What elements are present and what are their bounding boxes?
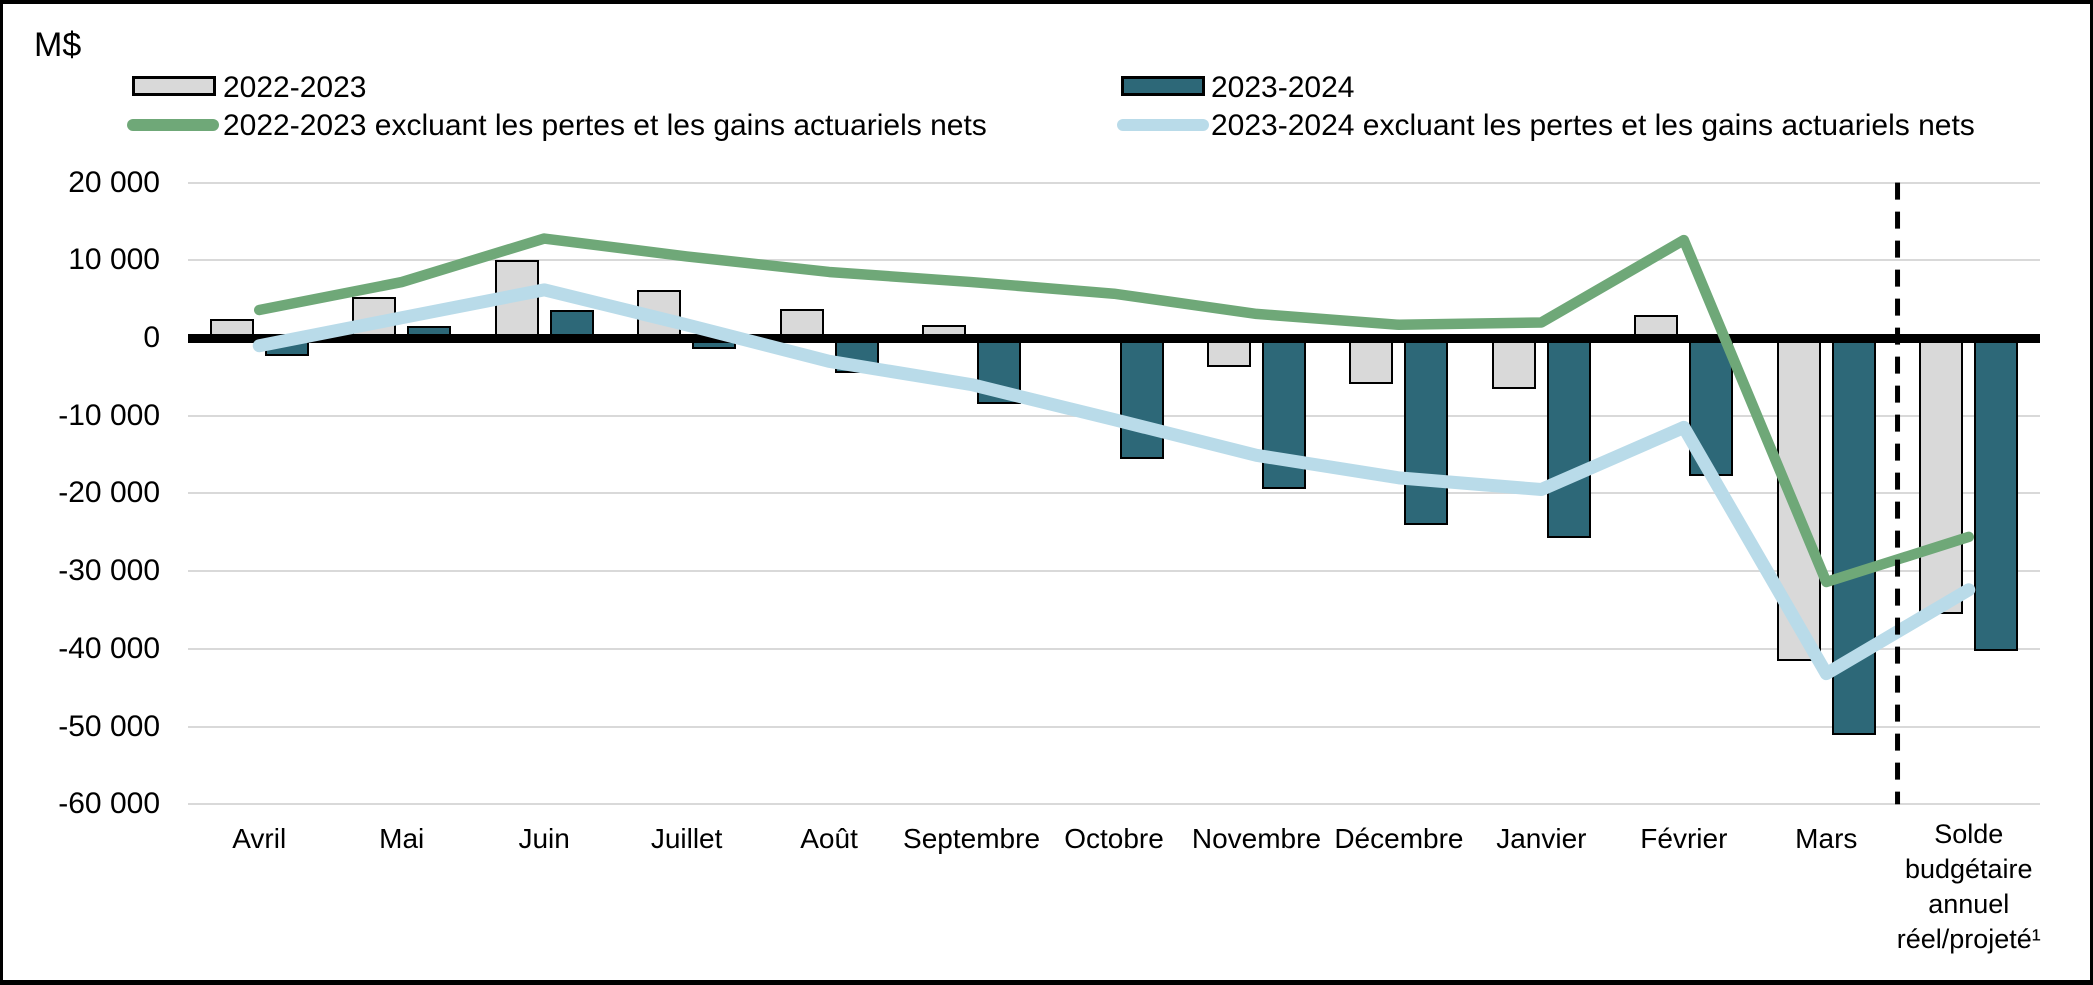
bar-2023-2024-Décembre [1404, 338, 1449, 525]
legend-label-2023-2024-bar: 2023-2024 [1211, 71, 1355, 104]
x-axis-label-line: annuel [1928, 889, 2010, 919]
x-axis-label-Mars: Mars [1795, 823, 1858, 854]
bar-2022-2023-Solde budgétaire annuel réel/projeté¹ [1919, 338, 1964, 615]
x-axis-label-Avril: Avril [232, 823, 287, 854]
x-axis-label-Octobre: Octobre [1064, 823, 1164, 854]
y-axis-tick-label: -30 000 [58, 554, 160, 588]
gridline--50000 [188, 725, 2040, 728]
y-axis-tick-label: -50 000 [58, 709, 160, 743]
legend-swatch-2022-2023-bar [132, 76, 216, 96]
gridline-10000 [188, 259, 2040, 262]
y-axis-tick-label: -20 000 [58, 476, 160, 510]
gridline-20000 [188, 181, 2040, 184]
x-axis-label-line: budgétaire [1904, 854, 2033, 884]
legend-swatch-2023-2024-bar [1121, 76, 1205, 96]
x-axis-label-Août: Août [800, 823, 858, 854]
y-axis-tick-label: -40 000 [58, 631, 160, 665]
y-axis-tick-label: 20 000 [68, 165, 160, 199]
bar-2023-2024-Janvier [1546, 338, 1591, 539]
legend-label-2022-2023-line: 2022-2023 excluant les pertes et les gai… [223, 109, 987, 142]
x-axis-label-line: réel/projeté¹ [1896, 924, 2041, 954]
x-axis-label-Novembre: Novembre [1191, 823, 1322, 854]
line-2022-2023 excluant les pertes et les gains actuariels nets [253, 233, 1975, 588]
legend-swatch-2023-2024-line [1117, 119, 1209, 131]
x-axis-label-Février: Février [1640, 823, 1728, 854]
legend-swatch-2022-2023-line [127, 119, 219, 131]
gridline--40000 [188, 647, 2040, 650]
x-axis-zero-line [188, 333, 2040, 343]
gridline--30000 [188, 570, 2040, 573]
x-axis-label-solde-budgetaire: Solde budgétaire annuel réel/projeté¹ [1859, 817, 2079, 957]
gridline--20000 [188, 492, 2040, 495]
x-axis-label-line: Solde [1934, 819, 2004, 849]
y-axis-unit-label: M$ [34, 26, 82, 64]
bar-2023-2024-Octobre [1119, 338, 1164, 459]
bar-2023-2024-Solde budgétaire annuel réel/projeté¹ [1974, 338, 2019, 651]
legend-label-2023-2024-line: 2023-2024 excluant les pertes et les gai… [1211, 109, 1975, 142]
legend-label-2022-2023-bar: 2022-2023 [223, 71, 367, 104]
bar-2022-2023-Janvier [1491, 338, 1536, 389]
line-2023-2024 excluant les pertes et les gains actuariels nets [252, 283, 1976, 681]
gridline--60000 [188, 803, 2040, 806]
y-axis-tick-label: 0 [143, 321, 160, 354]
y-axis-tick-label: -10 000 [58, 398, 160, 432]
x-axis-label-Janvier: Janvier [1496, 823, 1587, 854]
line-series-overlay [252, 182, 1976, 805]
x-axis-label-Septembre: Septembre [903, 823, 1041, 854]
x-axis-label-Décembre: Décembre [1334, 823, 1464, 854]
x-axis-label-Juillet: Juillet [650, 823, 723, 854]
x-axis-label-Mai: Mai [379, 823, 425, 854]
y-axis-tick-label: -60 000 [58, 787, 160, 821]
x-axis-label-Juin: Juin [518, 823, 570, 854]
y-axis-tick-label: 10 000 [68, 243, 160, 277]
